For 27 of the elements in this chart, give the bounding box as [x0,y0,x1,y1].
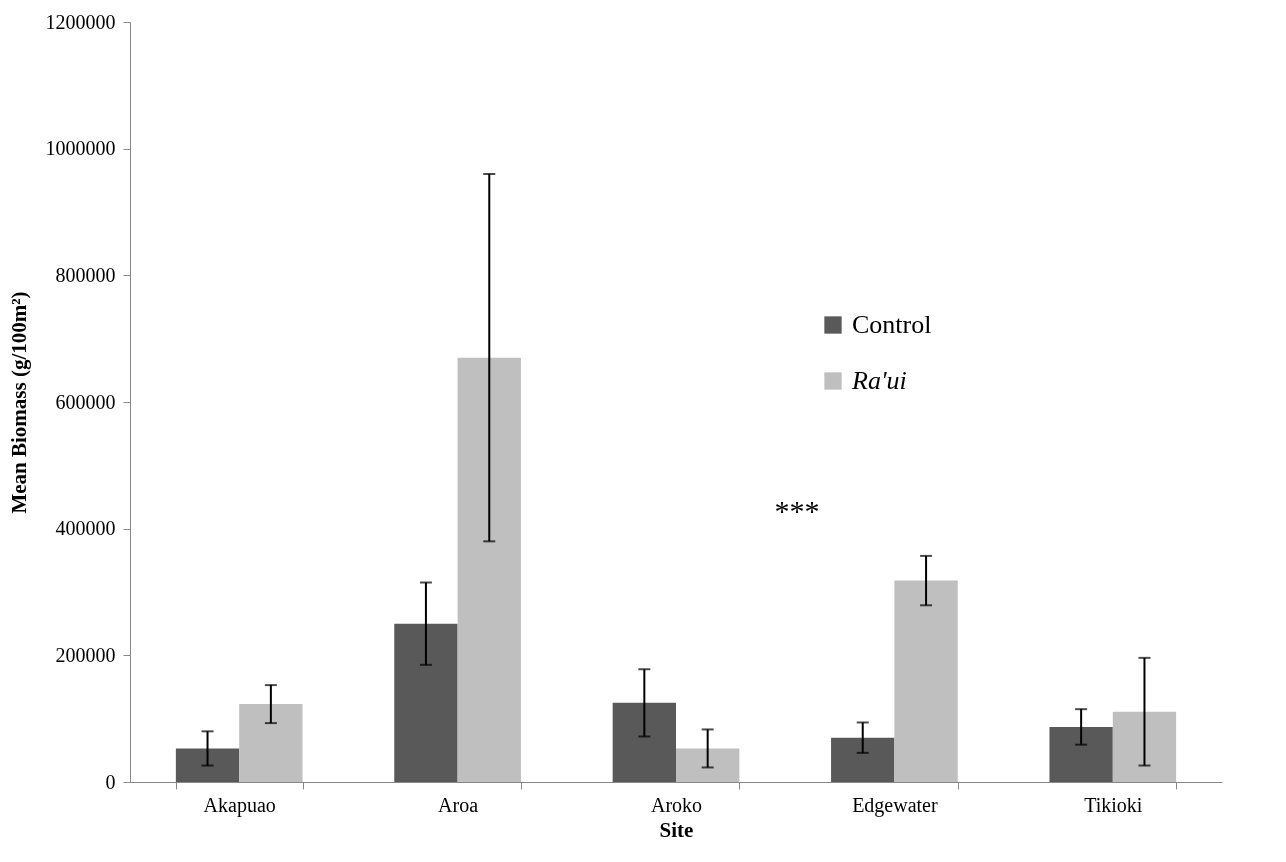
y-tick-label: 0 [105,770,116,793]
bar [1049,726,1113,782]
bar [612,702,676,782]
bar [175,748,240,782]
bar [894,580,958,782]
bar [239,704,303,782]
y-tick-label: 600000 [55,390,116,413]
x-tick-label: Aroko [650,793,703,816]
y-tick-label: 400000 [55,517,116,540]
y-tick-label: 1200000 [45,10,116,33]
x-axis-title: Site [659,817,694,842]
y-tick-label: 800000 [55,263,116,286]
annotation: *** [774,494,820,527]
y-tick-label: 200000 [55,643,116,666]
x-tick-label: Edgewater [852,793,938,817]
x-tick-label: Aroa [438,793,479,816]
bar [457,357,521,782]
legend-label: Control [852,310,932,339]
bar [831,737,895,782]
x-tick-label: Tikioki [1084,793,1143,816]
y-tick-label: 1000000 [45,137,116,160]
legend-label: Ra'ui [851,366,907,395]
x-tick-label: Akapuao [203,793,276,817]
bar [394,623,458,782]
bar [1112,711,1177,782]
bar [676,748,740,782]
y-axis-title: Mean Biomass (g/100m²) [6,291,31,514]
